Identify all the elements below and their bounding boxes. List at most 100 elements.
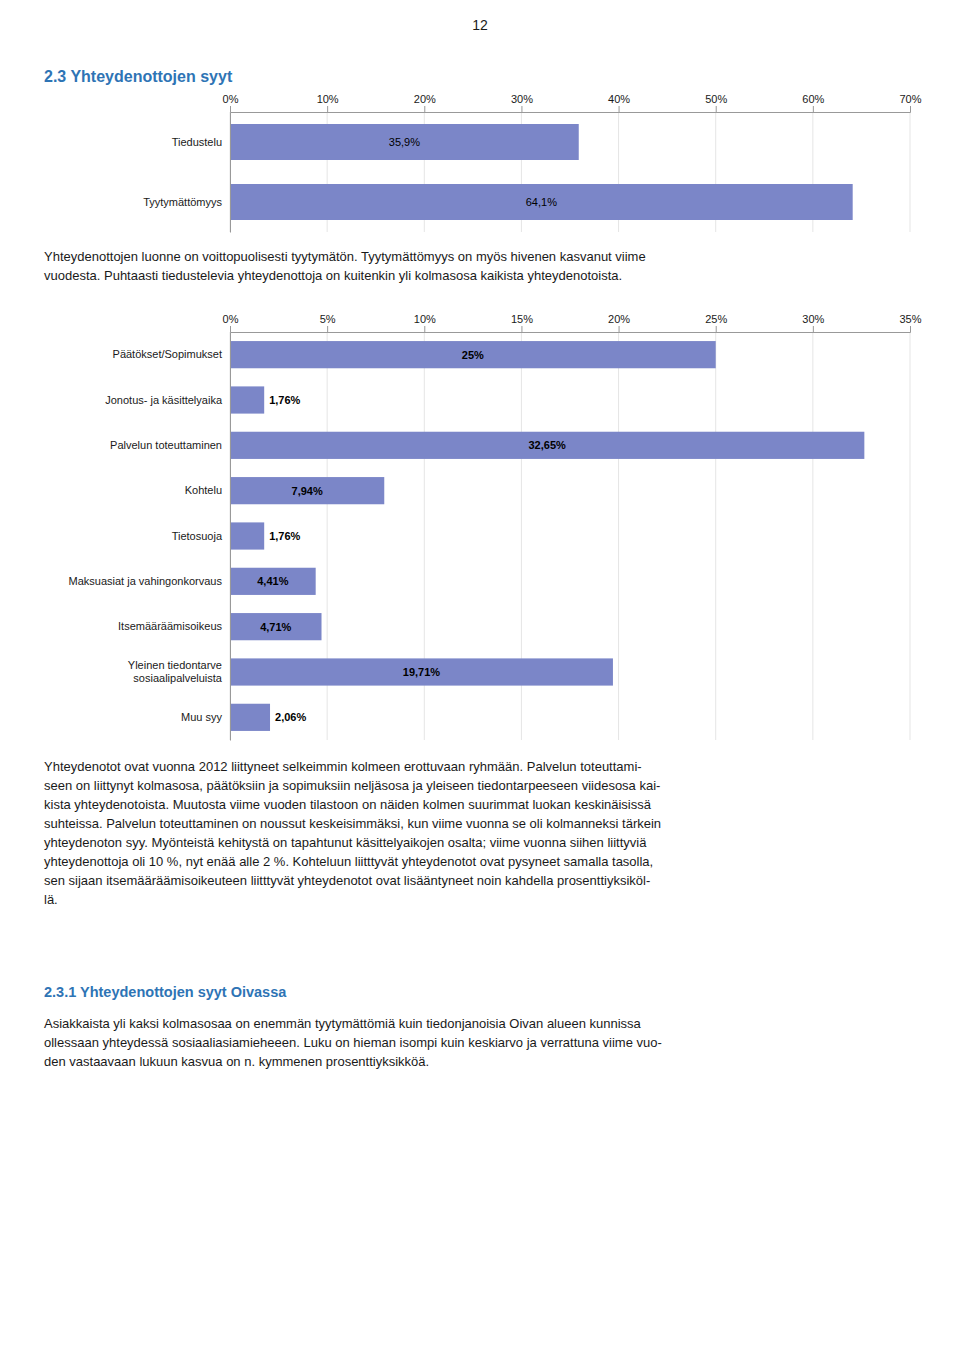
paragraph-line: lä. [44, 892, 58, 907]
bar [230, 522, 264, 549]
tick-label: 30% [802, 313, 824, 325]
grid-line [715, 332, 716, 740]
tick: 35% [899, 313, 921, 332]
tick: Yleinen tiedontarvesosiaalipalveluista [128, 659, 230, 683]
grid-line [230, 112, 231, 232]
data-label: 32,65% [529, 439, 567, 451]
data-label: 64,1% [526, 196, 557, 208]
tick-label: Maksuasiat ja vahingonkorvaus [69, 575, 223, 587]
tick: 25% [705, 313, 727, 332]
y-axis: Tiedustelu Tyytymättömyys [143, 113, 230, 233]
paragraph-line: Yhteydenottojen luonne on voittopuolises… [44, 249, 646, 264]
page-number: 12 [472, 17, 488, 33]
axis-line [230, 333, 231, 741]
paragraph-line: suhteissa. Palvelun toteuttaminen on nou… [44, 816, 661, 831]
tick-label: 0% [223, 313, 239, 325]
tick: Tiedustelu [172, 136, 230, 148]
tick-mark [619, 106, 620, 112]
paragraph-line: seen on liittynyt kolmasosa, päätöksiin … [44, 778, 660, 793]
tick: Muu syy [181, 711, 230, 723]
tick-mark [424, 106, 425, 112]
grid-line [910, 332, 911, 740]
grid [230, 332, 910, 740]
bar [230, 568, 316, 595]
bars [230, 124, 853, 220]
paragraph-line: den vastaavaan lukuun kasvua on n. kymme… [44, 1054, 429, 1069]
data-labels: 35,9% 64,1% [389, 136, 557, 208]
data-labels: 25%1,76%32,65%7,94%1,76%4,41%4,71%19,71%… [257, 349, 566, 724]
tick: 15% [511, 313, 533, 332]
axis-line [231, 326, 911, 333]
tick-label: 35% [899, 313, 921, 325]
bar [230, 432, 864, 459]
tick: 20% [414, 93, 436, 112]
tick-mark [813, 326, 814, 332]
tick-label: 5% [320, 313, 336, 325]
tick-mark [716, 326, 717, 332]
tick: 70% [899, 93, 921, 112]
paragraph-line: yhteydenoton syy. Myönteistä kehitystä o… [44, 835, 647, 850]
tick: Maksuasiat ja vahingonkorvaus [69, 575, 230, 587]
x-axis: 0% 5% 10% 15% 20% 25% 30% 35% [223, 313, 922, 333]
data-label: 4,41% [257, 575, 288, 587]
tick-mark [327, 326, 328, 332]
tick: 30% [511, 93, 533, 112]
tick: Kohtelu [185, 484, 230, 496]
bar [230, 704, 270, 731]
tick-label: 70% [899, 93, 921, 105]
tick-label: Muu syy [181, 711, 222, 723]
tick-label: 25% [705, 313, 727, 325]
paragraph-line: yhteydenottoja oli 10 %, nyt enää alle 2… [44, 854, 653, 869]
tick-mark [716, 106, 717, 112]
paragraph-line: ollessaan yhteydessä sosiaaliasiamieheee… [44, 1035, 662, 1050]
paragraph-line: sen sijaan itsemääräämisoikeuteen liittt… [44, 873, 650, 888]
tick-label: Tiedustelu [172, 136, 222, 148]
tick-label: Jonotus- ja käsittelyaika [105, 394, 223, 406]
tick-label: 10% [317, 93, 339, 105]
tick: Palvelun toteuttaminen [110, 439, 230, 451]
tick-mark [327, 106, 328, 112]
section-title: 2.3 Yhteydenottojen syyt [44, 68, 233, 85]
tick: 10% [317, 93, 339, 112]
tick-label: 50% [705, 93, 727, 105]
grid-line [618, 332, 619, 740]
tick-mark [230, 326, 231, 332]
data-label: 19,71% [403, 666, 441, 678]
tick: 30% [802, 313, 824, 332]
tick: 0% [223, 93, 239, 112]
tick-label: Tietosuoja [172, 530, 223, 542]
grid-line [230, 332, 231, 740]
data-label: 35,9% [389, 136, 420, 148]
grid [230, 112, 910, 232]
tick: 40% [608, 93, 630, 112]
bar [230, 341, 716, 368]
axis-line [231, 106, 911, 113]
tick-label: Kohtelu [185, 484, 222, 496]
data-label: 1,76% [269, 530, 300, 542]
tick-mark [230, 106, 231, 112]
tick-label: 60% [802, 93, 824, 105]
tick-mark [521, 106, 522, 112]
tick: 60% [802, 93, 824, 112]
tick-label: Tyytymättömyys [143, 196, 222, 208]
paragraph-line: vuodesta. Puhtaasti tiedustelevia yhteyd… [44, 268, 622, 283]
x-axis: 0% 10% 20% 30% 40% 50% 60% 70% [223, 93, 922, 113]
data-label: 1,76% [269, 394, 300, 406]
data-label: 4,71% [260, 621, 291, 633]
chart: 0% 5% 10% 15% 20% 25% 30% 35% Päätökset/Sopimuks… [69, 313, 922, 741]
tick-mark [424, 326, 425, 332]
tick-label: 0% [223, 93, 239, 105]
tick: 10% [414, 313, 436, 332]
paragraph-line: Yhteydenotot ovat vuonna 2012 liittyneet… [44, 759, 642, 774]
subsection-title: 2.3.1 Yhteydenottojen syyt Oivassa [44, 984, 287, 1000]
tick-label: 20% [608, 313, 630, 325]
bar [230, 477, 384, 504]
tick-label: 40% [608, 93, 630, 105]
data-label: 7,94% [292, 485, 323, 497]
bars [230, 341, 864, 731]
tick-label: 10% [414, 313, 436, 325]
paragraph-line: Asiakkaista yli kaksi kolmasosaa on enem… [44, 1016, 642, 1031]
tick: 5% [320, 313, 336, 332]
bar [230, 124, 579, 160]
tick-label: Päätökset/Sopimukset [113, 348, 222, 360]
